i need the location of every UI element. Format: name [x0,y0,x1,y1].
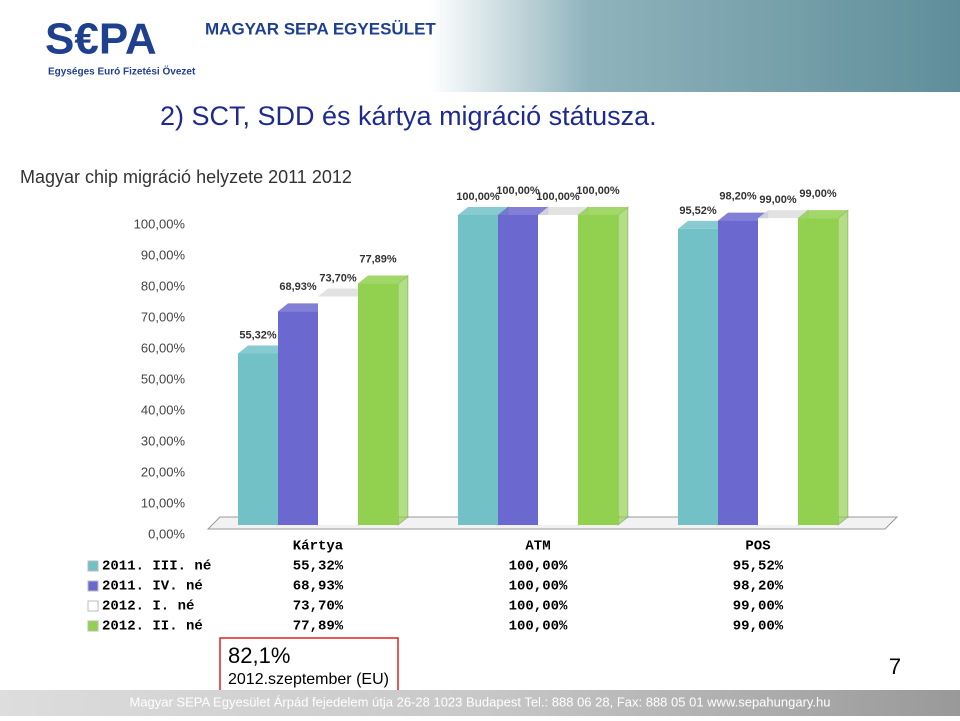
organization: MAGYAR SEPA EGYESÜLET [205,19,436,38]
bar [238,353,278,525]
y-tick-label: 20,00% [141,464,186,479]
data-label: 68,93% [279,281,317,293]
table-value: 99,00% [733,619,784,635]
bar-side [837,209,849,527]
table-value: 100,00% [509,599,568,615]
bar-top [758,210,808,219]
bar [278,311,318,525]
legend-label: 2011. III. né [102,559,211,575]
legend-swatch [87,560,99,572]
chart: 0,00% 10,00% 20,00% 30,00% 40,00% 50,00% 60,00… [87,185,899,635]
data-label: 100,00% [496,185,540,197]
legend-label: 2012. II. né [102,619,203,635]
y-tick-label: 50,00% [141,371,186,386]
bar [758,218,798,525]
table-value: 77,89% [293,619,344,635]
data-label: 55,32% [239,329,277,341]
x-tick-label: Kártya [293,539,344,555]
bar-top [318,288,368,297]
bar [678,228,718,525]
chart-title: Magyar chip migráció helyzete 2011 2012 [20,167,352,187]
bar-top [458,207,508,215]
table-value: 55,32% [293,559,344,575]
x-tick-label: POS [745,539,770,555]
bar [458,215,498,525]
legend-swatch [87,620,99,632]
data-label: 77,89% [359,253,397,265]
bar-side [617,205,629,527]
logo-subtitle: Egységes Euró Fizetési Övezet [48,65,196,78]
data-label: 95,52% [679,205,717,217]
logo: S€PA [45,15,157,64]
bar [358,283,398,525]
table-value: 99,00% [733,599,784,615]
y-tick-label: 90,00% [141,247,186,262]
header-image [430,0,960,92]
legend-swatch [87,580,99,592]
bar [798,218,838,525]
y-tick-label: 70,00% [141,309,186,324]
note-box [219,637,399,693]
y-tick-label: 100,00% [134,216,186,231]
table-value: 98,20% [733,579,784,595]
bar-top [538,207,588,215]
y-tick-label: 10,00% [141,495,186,510]
bar-top [678,220,728,229]
bar-top [718,212,768,221]
slide-title: 2) SCT, SDD és kártya migráció státusza. [160,101,657,131]
bar-top [498,207,548,215]
y-tick-label: 30,00% [141,433,186,448]
legend-label: 2011. IV. né [102,579,203,595]
table-value: 100,00% [509,579,568,595]
bar-top [278,303,328,312]
data-label: 100,00% [536,191,580,203]
table-value: 100,00% [509,619,568,635]
y-tick-label: 0,00% [148,526,185,541]
data-label: 99,00% [759,194,797,206]
bar-top [358,275,408,284]
data-label: 73,70% [319,272,357,284]
bar-side [397,274,409,527]
note-caption: 2012.szeptember (EU) [228,671,389,688]
bar [498,215,538,525]
y-tick-label: 40,00% [141,402,186,417]
table-value: 73,70% [293,599,344,615]
data-label: 100,00% [576,185,620,197]
table-value: 95,52% [733,559,784,575]
footer-bar [0,690,960,716]
page-number: 7 [889,654,901,679]
y-tick-label: 80,00% [141,278,186,293]
bar-top [798,210,848,219]
legend-label: 2012. I. né [102,599,194,615]
note-value: 82,1% [228,643,290,668]
bar [578,215,618,525]
data-label: 100,00% [456,191,500,203]
bar-top [578,207,628,215]
bar [718,220,758,525]
data-label: 99,00% [799,188,837,200]
bar [318,296,358,525]
x-tick-label: ATM [525,539,550,555]
table-value: 100,00% [509,559,568,575]
data-label: 98,20% [719,190,757,202]
bar-top [238,345,288,354]
footer: Magyar SEPA Egyesület Árpád fejedelem út… [129,694,830,709]
y-tick-label: 60,00% [141,340,186,355]
bar [538,215,578,525]
table-value: 68,93% [293,579,344,595]
legend-swatch [87,600,99,612]
